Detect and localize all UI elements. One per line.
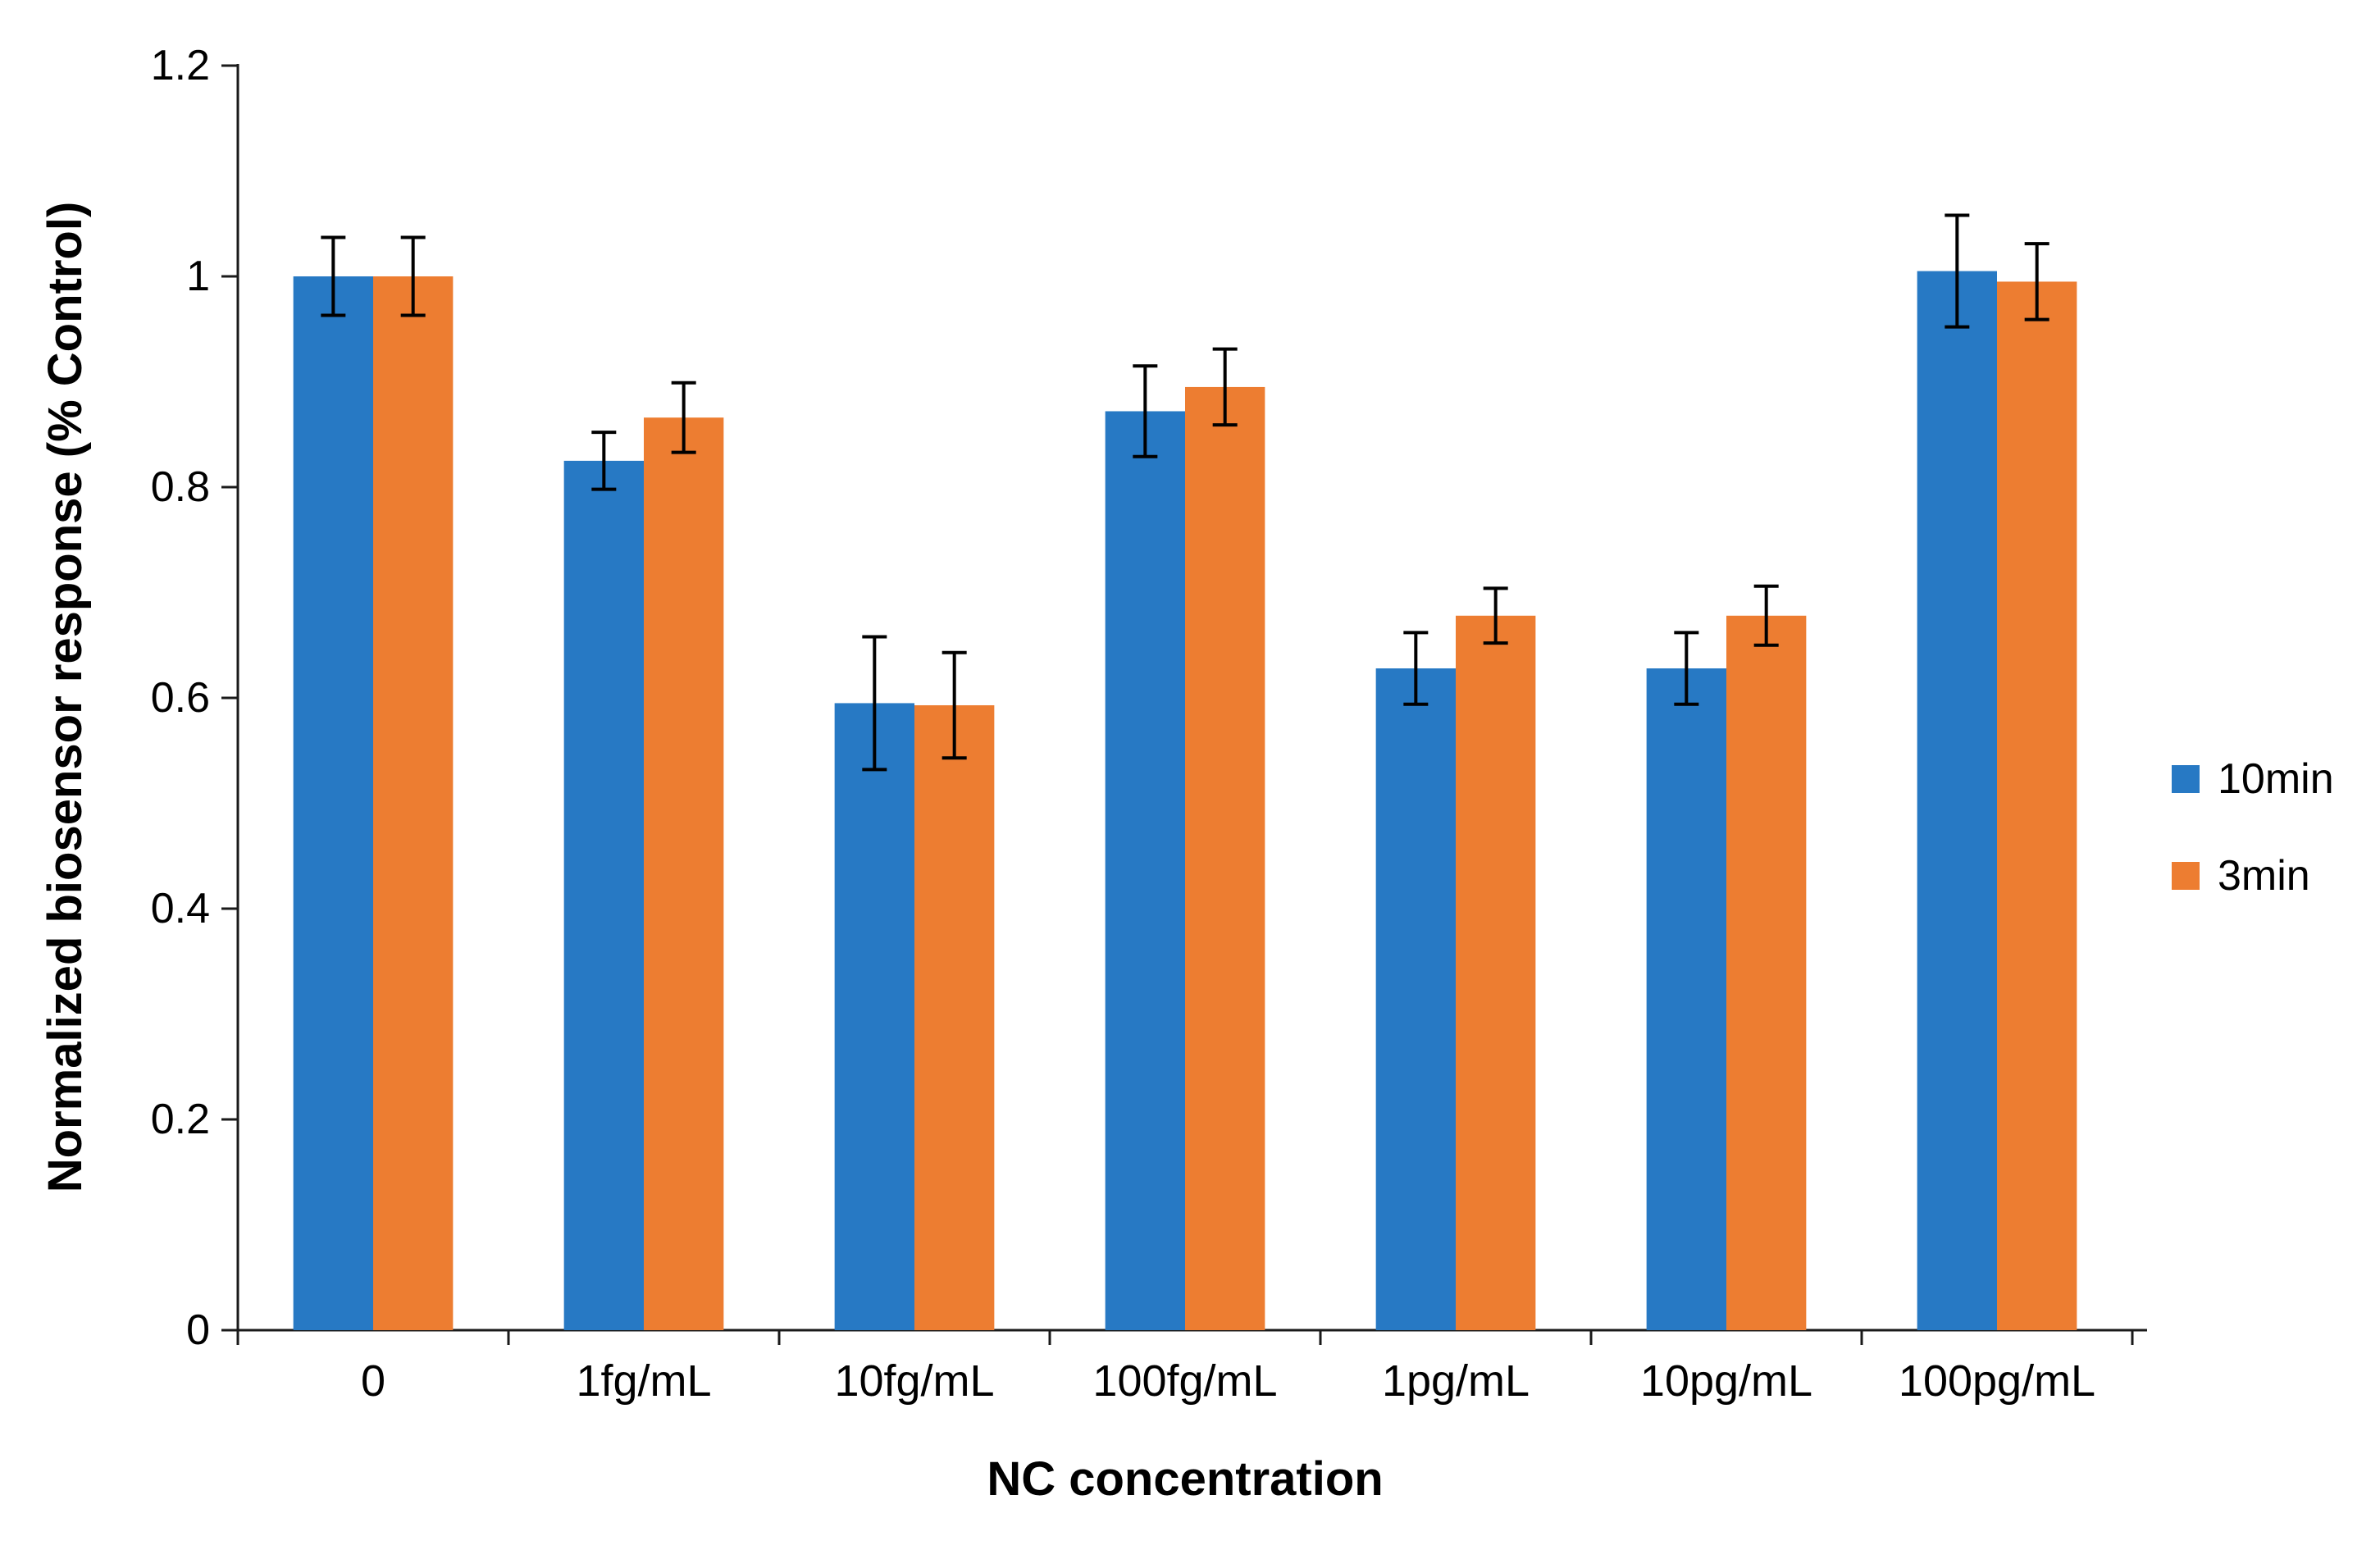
bar-10min-1pg/mL [1375,668,1456,1330]
x-tick-label: 100pg/mL [1899,1356,2095,1406]
legend: 10min 3min [2172,754,2334,900]
x-tick-label: 100fg/mL [1092,1356,1277,1406]
legend-item-10min: 10min [2172,754,2334,804]
x-axis-title: NC concentration [987,1452,1384,1506]
legend-label: 10min [2218,755,2334,803]
legend-item-3min: 3min [2172,851,2334,900]
bar-10min-100fg/mL [1105,411,1185,1331]
y-tick-label: 0 [186,1306,210,1354]
x-tick-label: 10pg/mL [1640,1356,1812,1406]
bar-10min-10pg/mL [1646,668,1726,1330]
legend-swatch-3min [2172,862,2200,890]
x-tick-label: 10fg/mL [834,1356,994,1406]
bar-10min-10fg/mL [834,703,914,1330]
bar-10min-0 [293,276,373,1330]
y-tick-label: 0.4 [151,885,210,932]
y-axis-title-text: Normalized biosensor response (% Control… [39,201,92,1193]
x-tick-label: 1fg/mL [576,1356,711,1406]
bar-3min-0 [373,276,454,1330]
bar-3min-1pg/mL [1456,615,1536,1330]
x-tick-label: 1pg/mL [1382,1356,1530,1406]
y-tick-label: 1 [186,253,210,300]
x-tick-label: 0 [361,1356,385,1406]
bar-3min-10pg/mL [1726,615,1807,1330]
bar-3min-1fg/mL [644,417,724,1331]
bar-3min-10fg/mL [914,704,995,1330]
bar-3min-100pg/mL [1997,281,2077,1330]
y-tick-label: 1.2 [151,42,210,89]
bar-10min-100pg/mL [1917,271,1997,1331]
legend-swatch-10min [2172,765,2200,793]
bar-3min-100fg/mL [1185,386,1265,1330]
y-tick-label: 0.6 [151,674,210,722]
bar-10min-1fg/mL [563,460,644,1330]
y-tick-label: 0.2 [151,1096,210,1143]
y-tick-label: 0.8 [151,463,210,511]
legend-label: 3min [2218,852,2310,900]
